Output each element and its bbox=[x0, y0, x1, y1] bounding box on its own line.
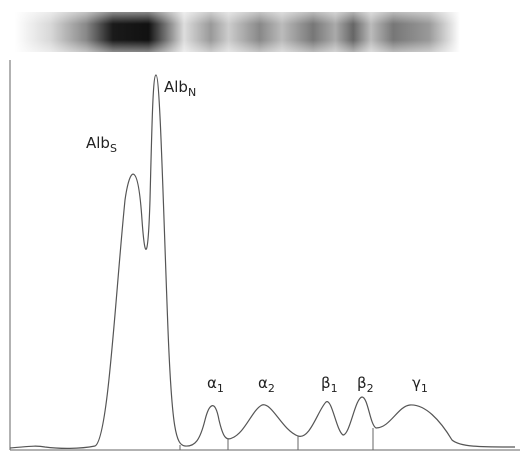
label-subscript: 1 bbox=[217, 382, 224, 395]
label-base: Alb bbox=[86, 134, 110, 152]
fraction-dividers bbox=[180, 428, 373, 450]
label-subscript: 2 bbox=[268, 382, 275, 395]
peak-label: α2 bbox=[258, 374, 275, 395]
peak-label: AlbS bbox=[86, 134, 117, 155]
label-base: γ bbox=[412, 374, 421, 392]
peak-label: AlbN bbox=[164, 78, 196, 99]
label-subscript: 1 bbox=[331, 382, 338, 395]
label-subscript: N bbox=[188, 86, 196, 99]
label-base: α bbox=[258, 374, 268, 392]
peak-label: γ1 bbox=[412, 374, 428, 395]
label-subscript: S bbox=[110, 142, 117, 155]
peak-label: α1 bbox=[207, 374, 224, 395]
label-base: Alb bbox=[164, 78, 188, 96]
label-base: β bbox=[357, 374, 367, 392]
gel-fade bbox=[15, 12, 460, 52]
densitometry-diagram: AlbSAlbNα1α2β1β2γ1 bbox=[0, 0, 523, 454]
label-base: α bbox=[207, 374, 217, 392]
label-base: β bbox=[321, 374, 331, 392]
peak-label: β1 bbox=[321, 374, 338, 395]
label-subscript: 2 bbox=[367, 382, 374, 395]
label-subscript: 1 bbox=[421, 382, 428, 395]
trace bbox=[10, 75, 515, 448]
peak-label: β2 bbox=[357, 374, 374, 395]
